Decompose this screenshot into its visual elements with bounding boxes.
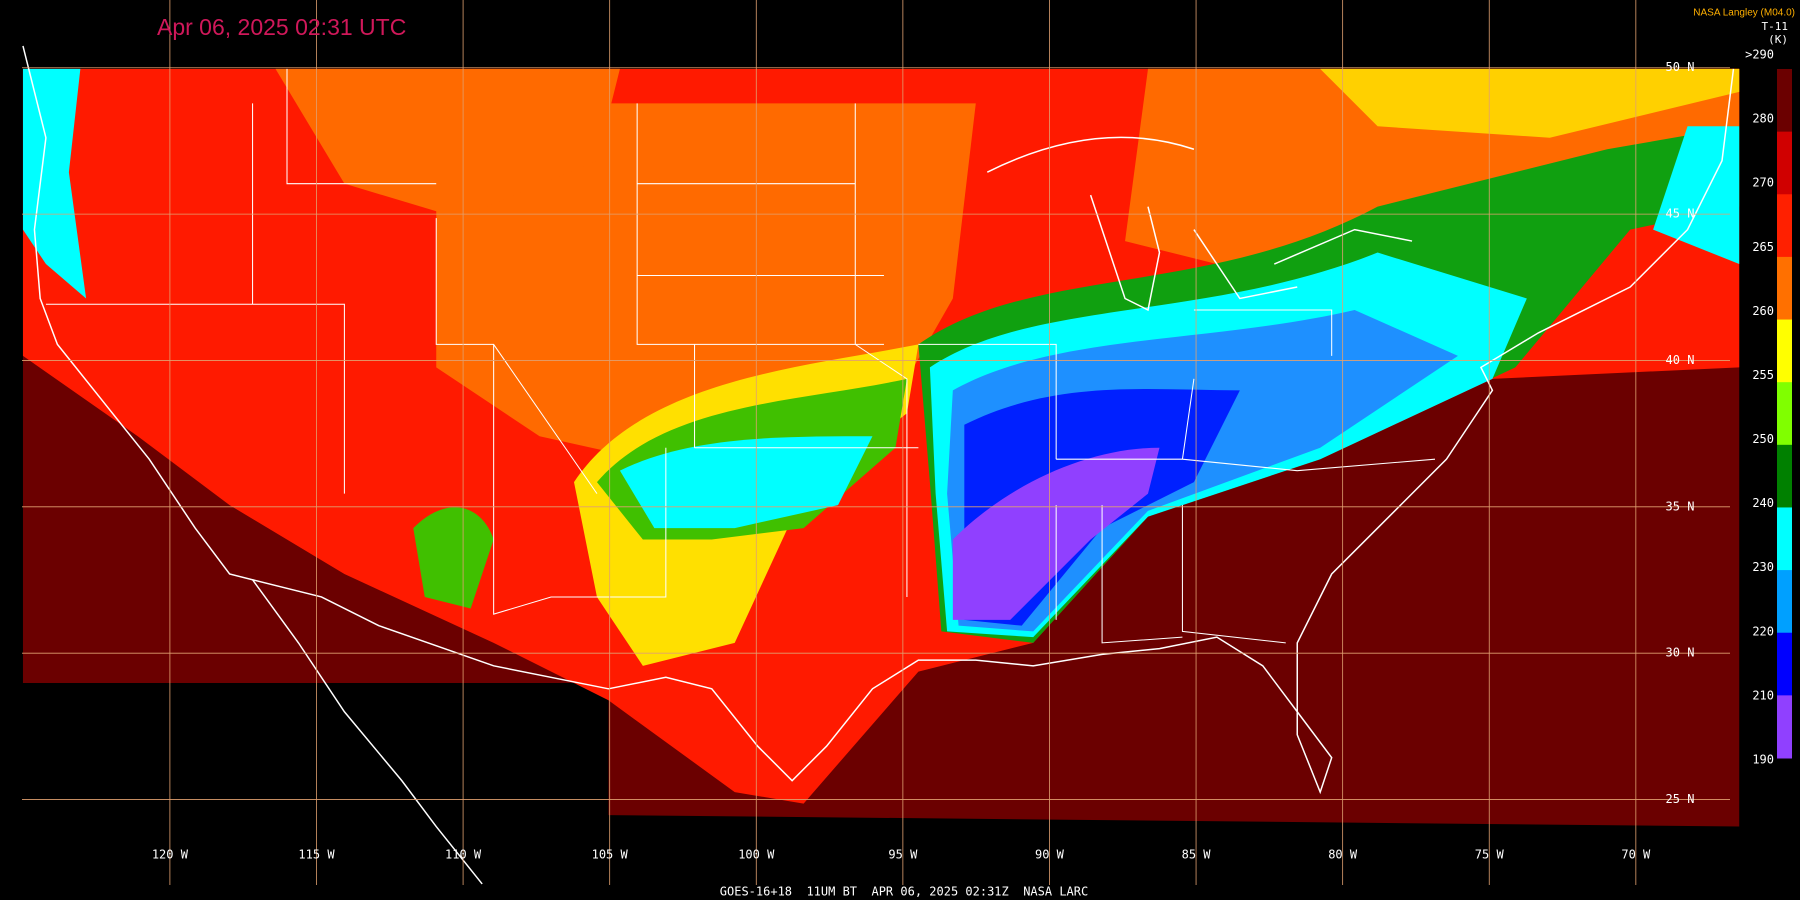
orange-region xyxy=(275,68,620,219)
cyan-region xyxy=(22,68,87,299)
colorbar-segment xyxy=(1777,69,1792,133)
colorbar-segment xyxy=(1777,194,1792,258)
lat-lon-grid: 120 W 115 W 110 W 105 W 100 W 95 W 90 W 85 W 80 … xyxy=(22,0,1730,885)
latitude-label: 50 N xyxy=(1666,60,1695,74)
longitude-label: 85 W xyxy=(1182,848,1212,862)
colorbar-label: 255 xyxy=(1752,368,1774,382)
green-region xyxy=(413,507,494,609)
colorbar-label: >290 xyxy=(1745,48,1774,62)
longitude-label: 70 W xyxy=(1621,848,1651,862)
colorbar-label: 270 xyxy=(1752,176,1774,190)
longitude-label: 95 W xyxy=(888,848,918,862)
colorbar-segment xyxy=(1777,382,1792,446)
longitude-label: 105 W xyxy=(592,848,629,862)
imagery xyxy=(22,45,1740,885)
colorbar-label: 210 xyxy=(1752,688,1774,702)
latitude-label: 35 N xyxy=(1666,499,1695,513)
colorbar-label: 230 xyxy=(1752,560,1774,574)
colorbar-segment xyxy=(1777,256,1792,321)
colorbar-label: 250 xyxy=(1752,432,1774,446)
colorbar-segment xyxy=(1777,444,1792,508)
colorbar-label: 265 xyxy=(1752,240,1774,254)
source-label: NASA Langley (M04.0) xyxy=(1693,8,1795,19)
colorbar-segment xyxy=(1777,570,1792,634)
footer: GOES-16+18 11UM BT APR 06, 2025 02:31Z N… xyxy=(720,885,1088,899)
colorbar-label: 240 xyxy=(1752,496,1774,510)
colorbar: >290 280 270 265 260 255 250 240 230 220 210 190 xyxy=(1745,48,1792,767)
colorbar-label: 190 xyxy=(1752,753,1774,767)
colorbar-label: 280 xyxy=(1752,112,1774,126)
colorbar-segment xyxy=(1777,695,1792,759)
colorbar-unit: (K) xyxy=(1768,33,1788,46)
cyan-region xyxy=(1653,126,1740,265)
longitude-label: 80 W xyxy=(1328,848,1358,862)
longitude-label: 90 W xyxy=(1035,848,1065,862)
colorbar-segment xyxy=(1777,319,1792,383)
latitude-label: 30 N xyxy=(1666,646,1695,660)
latitude-label: 25 N xyxy=(1666,792,1695,806)
timestamp: Apr 06, 2025 02:31 UTC xyxy=(157,14,406,40)
latitude-label: 40 N xyxy=(1666,353,1695,367)
longitude-label: 100 W xyxy=(738,848,775,862)
longitude-label: 115 W xyxy=(298,848,335,862)
colorbar-title: T-11 xyxy=(1762,20,1789,33)
colorbar-segment xyxy=(1777,131,1792,195)
colorbar-segment xyxy=(1777,507,1792,571)
longitude-label: 75 W xyxy=(1475,848,1505,862)
yellow-region xyxy=(1320,68,1740,138)
longitude-label: 120 W xyxy=(152,848,189,862)
colorbar-label: 260 xyxy=(1752,304,1774,318)
colorbar-segment xyxy=(1777,632,1792,696)
cyan-region xyxy=(619,436,873,529)
colorbar-label: 220 xyxy=(1752,624,1774,638)
latitude-label: 45 N xyxy=(1666,207,1695,221)
longitude-label: 110 W xyxy=(445,848,482,862)
